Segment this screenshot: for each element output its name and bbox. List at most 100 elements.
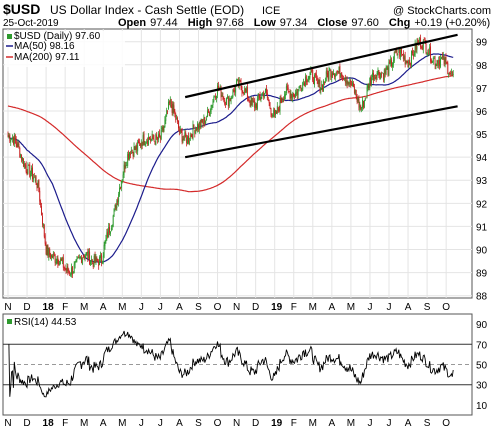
- month-label: N: [4, 302, 11, 313]
- candle-body: [402, 53, 404, 59]
- candle-body: [226, 96, 228, 99]
- candle-body: [125, 165, 127, 169]
- candle-body: [414, 42, 416, 55]
- candle-body: [385, 69, 387, 74]
- candle-body: [258, 94, 260, 97]
- candle-body: [88, 250, 90, 259]
- candle-body: [430, 46, 432, 62]
- candle-body: [294, 92, 296, 98]
- candle-body: [408, 60, 410, 67]
- candle-body: [171, 105, 173, 113]
- price-tick-label: 99: [476, 38, 488, 49]
- candle-body: [417, 40, 419, 42]
- candle-body: [263, 93, 265, 98]
- candle-body: [130, 150, 132, 154]
- candle-body: [384, 70, 386, 74]
- candle-body: [151, 134, 153, 140]
- candle-body: [109, 227, 111, 233]
- month-label: F: [291, 418, 297, 429]
- candle-body: [207, 109, 209, 113]
- high-label: High: [188, 17, 213, 29]
- candle-body: [406, 60, 408, 63]
- price-tick-label: 90: [476, 246, 488, 257]
- candle-body: [105, 238, 107, 242]
- candle-body: [176, 118, 178, 120]
- candle-body: [10, 140, 12, 143]
- month-label: S: [424, 418, 431, 429]
- candle-body: [435, 63, 437, 66]
- candle-body: [400, 49, 402, 58]
- chg-value: +0.19 (+0.20%): [414, 17, 490, 29]
- candle-body: [346, 80, 348, 85]
- price-tick-label: 92: [476, 199, 488, 210]
- candle-body: [177, 117, 179, 122]
- candle-body: [288, 91, 290, 92]
- rsi-tick-label: 10: [476, 401, 488, 412]
- month-label: O: [214, 418, 222, 429]
- month-label: M: [309, 418, 317, 429]
- candle-body: [61, 258, 62, 261]
- candle-body: [196, 128, 198, 131]
- candle-body: [32, 177, 34, 180]
- candle-body: [56, 259, 58, 263]
- candle-body: [311, 69, 313, 72]
- candle-body: [71, 266, 73, 275]
- rsi-tick-label: 50: [476, 361, 488, 372]
- candle-body: [227, 97, 229, 107]
- candle-body: [287, 87, 289, 91]
- candle-body: [349, 78, 351, 85]
- candle-body: [446, 62, 448, 64]
- candle-body: [211, 105, 213, 107]
- candle-body: [74, 262, 76, 265]
- price-tick-label: 89: [476, 269, 488, 280]
- candle-body: [132, 151, 134, 156]
- candle-body: [348, 82, 350, 84]
- candle-body: [187, 136, 189, 143]
- candle-body: [26, 171, 28, 175]
- candle-body: [107, 231, 109, 238]
- candle-body: [447, 62, 449, 75]
- candle-body: [341, 72, 343, 78]
- candle-body: [432, 58, 434, 63]
- candle-body: [133, 146, 135, 157]
- candle-body: [261, 93, 263, 97]
- candle-body: [29, 164, 31, 177]
- month-label: 19: [271, 418, 283, 429]
- ma50-line: [7, 53, 454, 263]
- candle-body: [422, 40, 424, 50]
- candle-body: [9, 134, 11, 142]
- candle-body: [31, 168, 33, 174]
- candle-body: [140, 142, 142, 147]
- candlesticks: [7, 34, 454, 279]
- candle-body: [250, 97, 252, 106]
- candle-body: [419, 37, 421, 43]
- month-label: D: [252, 302, 259, 313]
- candle-body: [405, 61, 407, 64]
- candle-body: [192, 124, 194, 139]
- candle-body: [73, 264, 75, 274]
- candle-body: [269, 102, 271, 109]
- candle-body: [179, 128, 181, 134]
- candle-body: [175, 114, 177, 121]
- candle-body: [413, 53, 415, 57]
- candle-body: [391, 60, 393, 67]
- candle-body: [238, 79, 240, 87]
- open-label: Open: [118, 17, 146, 29]
- month-label: D: [252, 418, 259, 429]
- candle-body: [90, 259, 92, 262]
- candle-body: [162, 127, 164, 131]
- candle-body: [393, 51, 395, 62]
- candle-body: [8, 135, 10, 138]
- candle-body: [100, 254, 102, 264]
- high-value: 97.68: [216, 17, 244, 29]
- candle-body: [168, 101, 170, 103]
- price-tick-label: 91: [476, 222, 488, 233]
- candle-body: [35, 176, 37, 185]
- candle-body: [87, 251, 89, 259]
- candle-body: [343, 78, 344, 80]
- candle-body: [233, 89, 235, 91]
- candle-body: [141, 142, 143, 146]
- candle-body: [280, 98, 282, 103]
- candle-body: [204, 116, 206, 125]
- candle-body: [375, 76, 377, 79]
